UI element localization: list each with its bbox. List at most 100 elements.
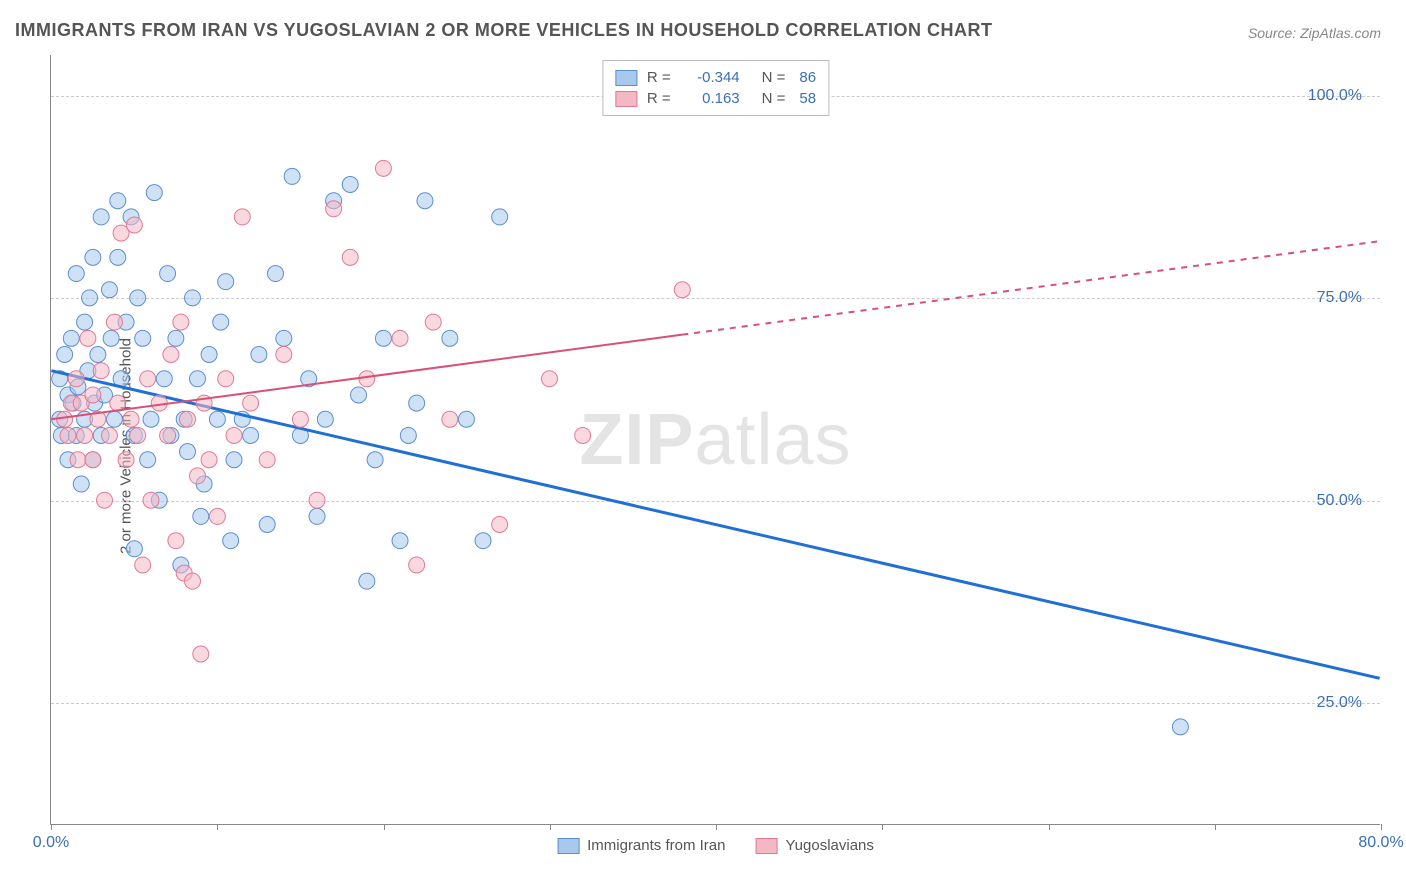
data-point <box>400 427 416 443</box>
data-point <box>85 249 101 265</box>
data-point <box>375 330 391 346</box>
data-point <box>160 266 176 282</box>
data-point <box>351 387 367 403</box>
data-point <box>163 347 179 363</box>
data-point <box>442 411 458 427</box>
data-point <box>160 427 176 443</box>
legend-swatch <box>615 70 637 86</box>
legend-r-value: -0.344 <box>685 69 740 86</box>
data-point <box>209 411 225 427</box>
data-point <box>57 411 73 427</box>
data-point <box>259 452 275 468</box>
legend-swatch <box>615 91 637 107</box>
x-tick-mark <box>384 824 385 830</box>
legend-n-value: 86 <box>799 69 816 86</box>
data-point <box>492 209 508 225</box>
data-point <box>123 411 139 427</box>
data-point <box>90 347 106 363</box>
data-point <box>103 330 119 346</box>
data-point <box>146 185 162 201</box>
data-point <box>135 557 151 573</box>
x-tick-mark <box>550 824 551 830</box>
data-point <box>1172 719 1188 735</box>
data-point <box>93 363 109 379</box>
data-point <box>60 427 76 443</box>
data-point <box>226 427 242 443</box>
data-point <box>234 209 250 225</box>
data-point <box>268 266 284 282</box>
data-point <box>575 427 591 443</box>
data-point <box>193 646 209 662</box>
legend-r-label: R = <box>647 90 671 107</box>
data-point <box>309 508 325 524</box>
data-point <box>213 314 229 330</box>
data-point <box>342 249 358 265</box>
data-point <box>101 427 117 443</box>
x-tick-mark <box>1215 824 1216 830</box>
x-tick-mark <box>716 824 717 830</box>
legend-label: Immigrants from Iran <box>587 837 725 854</box>
data-point <box>292 411 308 427</box>
data-point <box>223 533 239 549</box>
data-point <box>359 573 375 589</box>
data-point <box>93 209 109 225</box>
data-point <box>77 427 93 443</box>
data-point <box>106 411 122 427</box>
x-tick-mark <box>217 824 218 830</box>
data-point <box>243 427 259 443</box>
correlation-legend: R =-0.344N =86R =0.163N =58 <box>602 60 829 116</box>
source-attribution: Source: ZipAtlas.com <box>1248 25 1381 41</box>
legend-n-label: N = <box>762 90 786 107</box>
data-point <box>126 217 142 233</box>
data-point <box>359 371 375 387</box>
legend-n-value: 58 <box>799 90 816 107</box>
data-point <box>541 371 557 387</box>
data-point <box>180 411 196 427</box>
data-point <box>168 330 184 346</box>
data-point <box>409 557 425 573</box>
data-point <box>392 533 408 549</box>
data-point <box>342 177 358 193</box>
data-point <box>189 371 205 387</box>
data-point <box>251 347 267 363</box>
data-point <box>209 508 225 524</box>
data-point <box>425 314 441 330</box>
data-point <box>68 266 84 282</box>
data-point <box>68 371 84 387</box>
x-tick-mark <box>51 824 52 830</box>
data-point <box>417 193 433 209</box>
data-point <box>63 330 79 346</box>
data-point <box>185 573 201 589</box>
legend-n-label: N = <box>762 69 786 86</box>
data-point <box>101 282 117 298</box>
legend-item: Immigrants from Iran <box>557 837 725 854</box>
data-point <box>180 444 196 460</box>
data-point <box>70 452 86 468</box>
data-point <box>193 508 209 524</box>
data-point <box>458 411 474 427</box>
data-point <box>130 427 146 443</box>
data-point <box>326 201 342 217</box>
data-point <box>674 282 690 298</box>
x-tick-mark <box>1049 824 1050 830</box>
chart-plot-area: R =-0.344N =86R =0.163N =58 ZIPatlas Imm… <box>50 55 1380 825</box>
data-point <box>367 452 383 468</box>
data-point <box>110 193 126 209</box>
data-point <box>143 492 159 508</box>
data-point <box>218 274 234 290</box>
data-point <box>143 411 159 427</box>
data-point <box>259 517 275 533</box>
data-point <box>168 533 184 549</box>
scatter-plot-svg <box>51 55 1380 824</box>
data-point <box>140 371 156 387</box>
data-point <box>189 468 205 484</box>
legend-row: R =0.163N =58 <box>615 88 816 109</box>
data-point <box>110 249 126 265</box>
legend-label: Yugoslavians <box>785 837 873 854</box>
data-point <box>97 492 113 508</box>
data-point <box>156 371 172 387</box>
data-point <box>409 395 425 411</box>
data-point <box>309 492 325 508</box>
data-point <box>276 330 292 346</box>
data-point <box>392 330 408 346</box>
